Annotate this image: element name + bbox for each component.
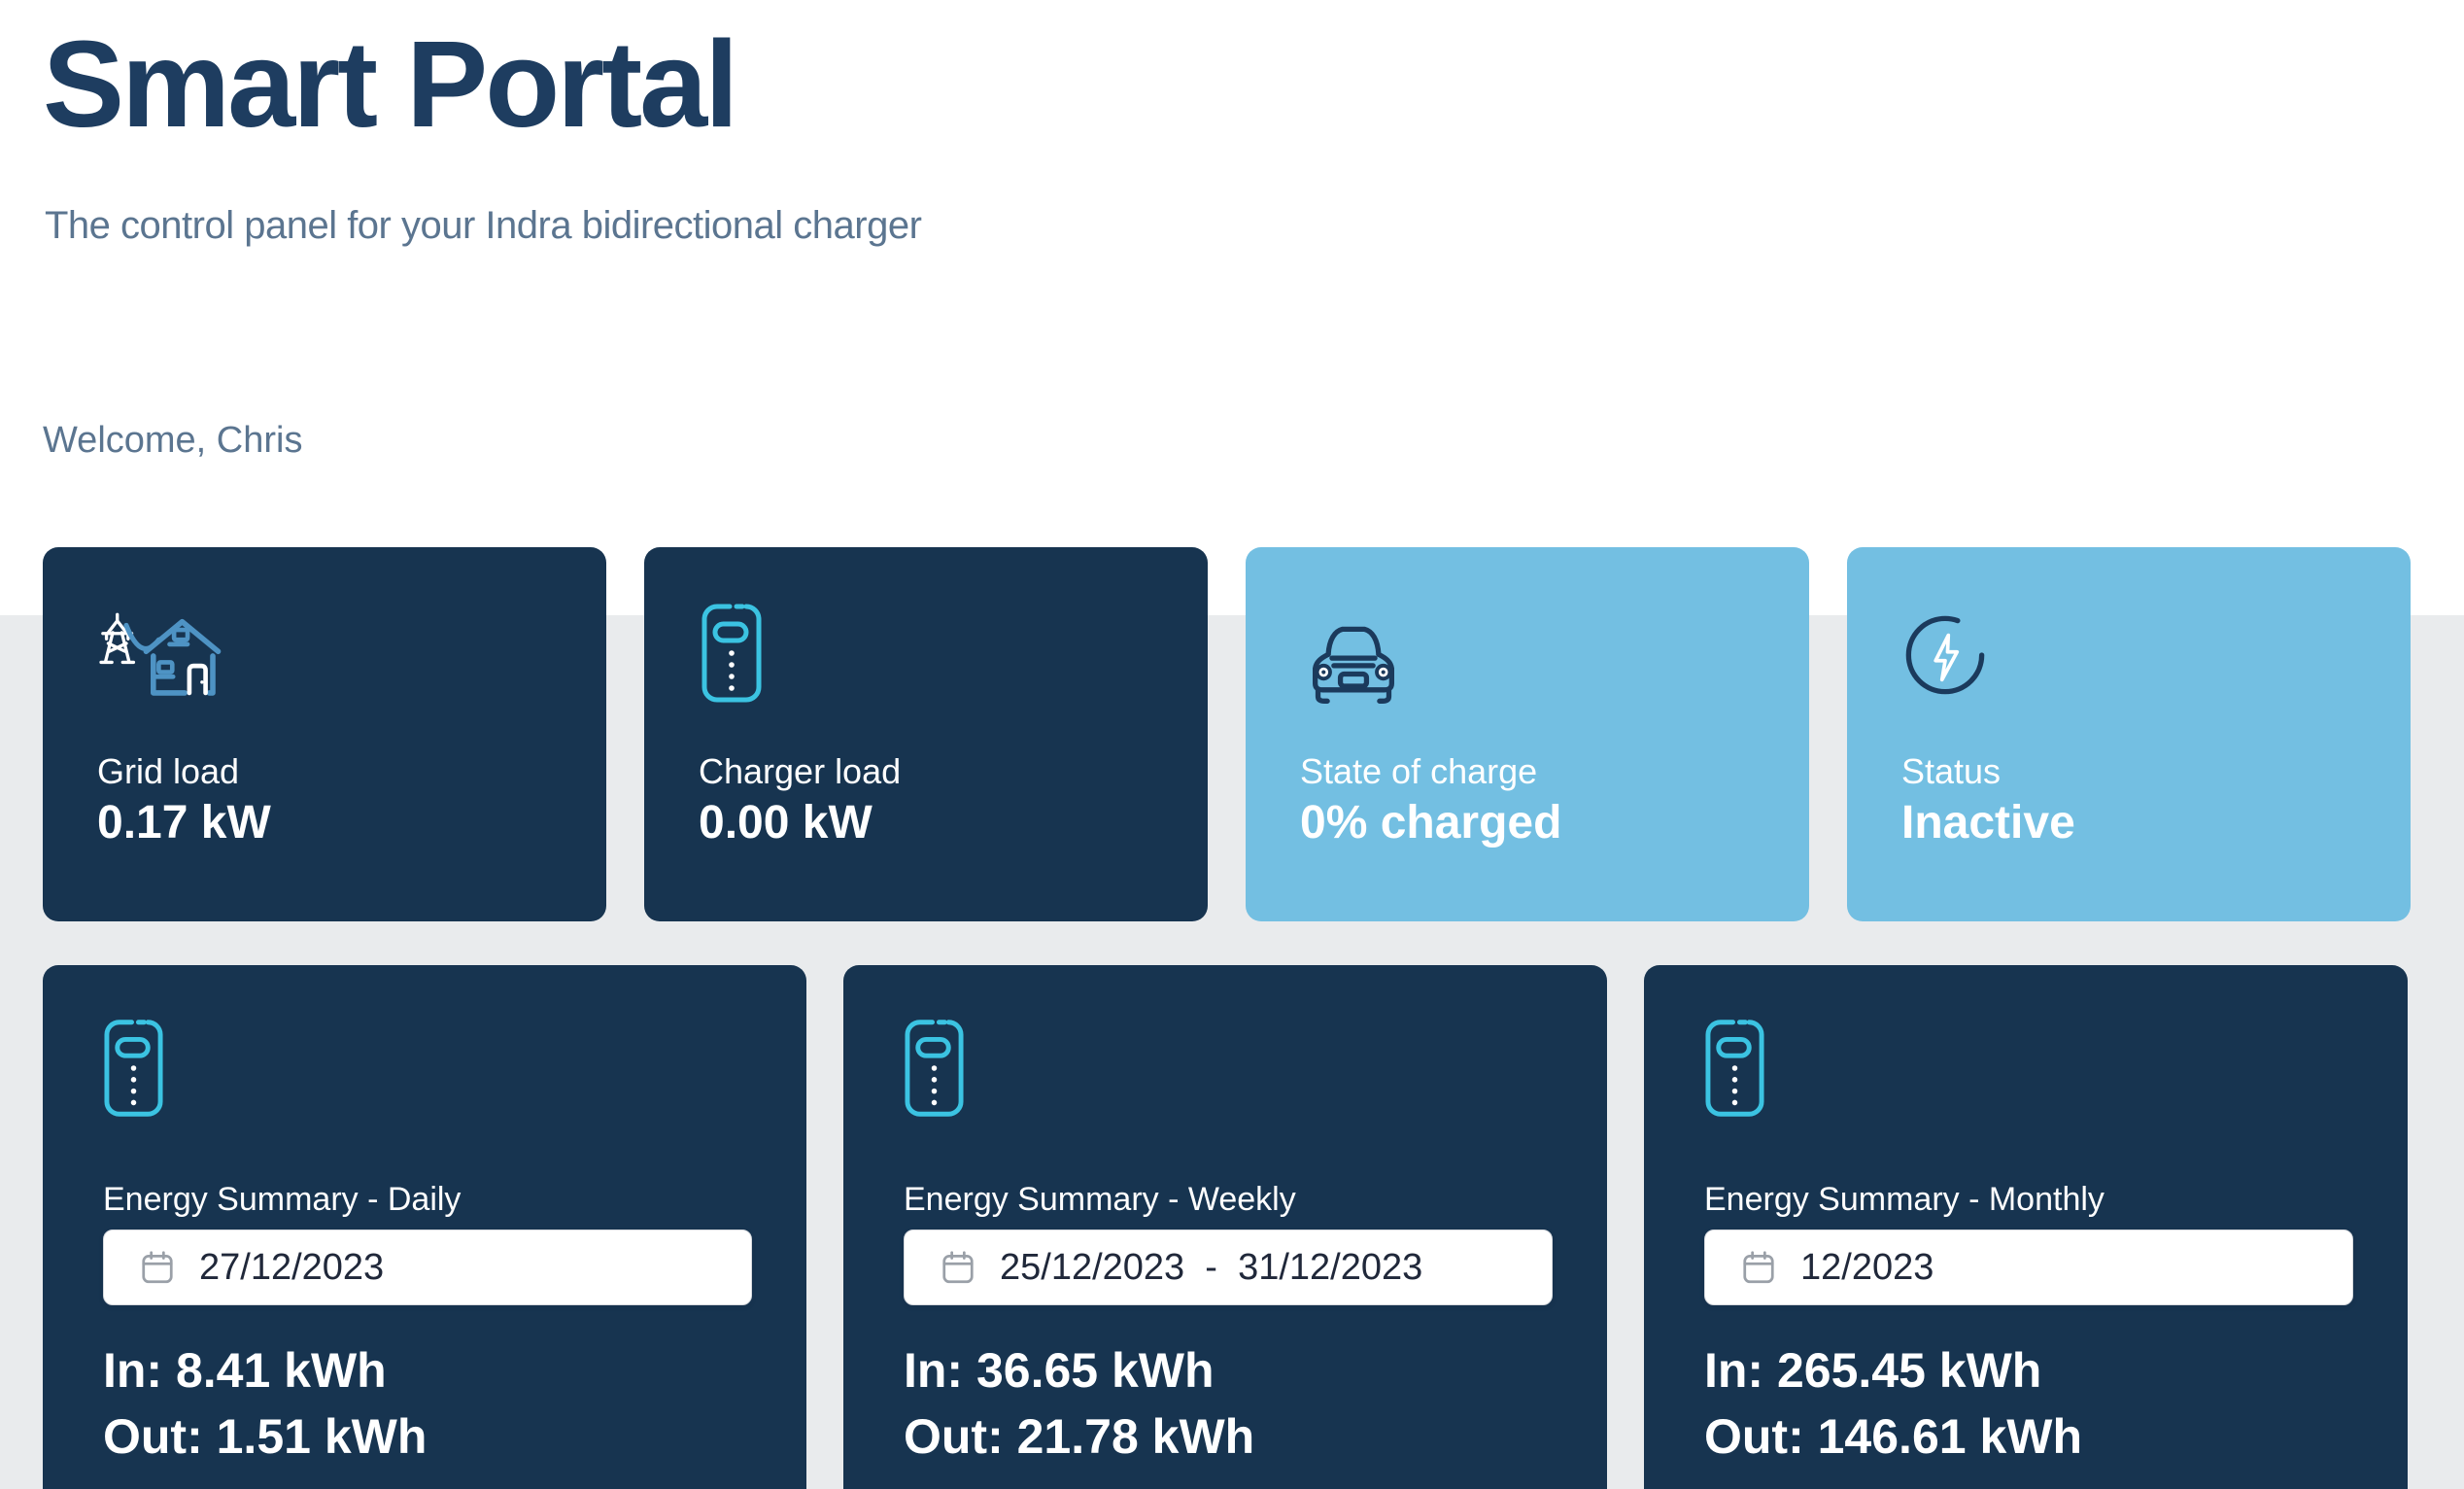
- summary-card-weekly: Energy Summary - Weekly 25/12/2023 - 31/…: [843, 965, 1607, 1489]
- stat-label: Charger load: [699, 751, 902, 791]
- stat-card-state-of-charge: State of charge 0% charged: [1246, 547, 1809, 921]
- energy-in: In: 265.45 kWh: [1704, 1343, 2042, 1398]
- grid-house-icon: [99, 612, 222, 696]
- energy-out: Out: 21.78 kWh: [904, 1409, 1255, 1464]
- calendar-icon: [139, 1249, 176, 1286]
- stat-value: 0.17 kW: [97, 797, 271, 848]
- energy-in: In: 8.41 kWh: [103, 1343, 387, 1398]
- date-value: 12/2023: [1800, 1246, 1934, 1288]
- stat-label: State of charge: [1300, 751, 1538, 791]
- stat-value: 0% charged: [1300, 797, 1562, 848]
- stat-label: Status: [1901, 751, 2002, 791]
- stat-value: 0.00 kW: [699, 797, 873, 848]
- calendar-icon: [940, 1249, 976, 1286]
- summary-card-daily: Energy Summary - Daily 27/12/2023 In: 8.…: [43, 965, 806, 1489]
- stat-card-status: Status Inactive: [1847, 547, 2411, 921]
- date-value: 27/12/2023: [199, 1246, 385, 1288]
- stat-value: Inactive: [1901, 797, 2075, 848]
- charger-icon: [904, 1018, 965, 1119]
- energy-out: Out: 146.61 kWh: [1704, 1409, 2082, 1464]
- car-icon: [1313, 626, 1395, 704]
- charger-icon: [103, 1018, 164, 1119]
- page-subtitle: The control panel for your Indra bidirec…: [45, 204, 922, 247]
- summary-title: Energy Summary - Weekly: [904, 1181, 1296, 1218]
- energy-out: Out: 1.51 kWh: [103, 1409, 428, 1464]
- summary-title: Energy Summary - Daily: [103, 1181, 462, 1218]
- stats-row: Grid load 0.17 kW Charger load 0.00 kW: [43, 547, 2411, 921]
- summary-card-monthly: Energy Summary - Monthly 12/2023 In: 265…: [1644, 965, 2408, 1489]
- charger-icon: [701, 602, 763, 705]
- summary-row: Energy Summary - Daily 27/12/2023 In: 8.…: [43, 965, 2408, 1489]
- stat-card-charger-load: Charger load 0.00 kW: [644, 547, 1208, 921]
- power-icon: [1905, 615, 1985, 695]
- summary-title: Energy Summary - Monthly: [1704, 1181, 2105, 1218]
- energy-in: In: 36.65 kWh: [904, 1343, 1215, 1398]
- date-range-input[interactable]: 25/12/2023 - 31/12/2023: [904, 1229, 1553, 1305]
- charger-icon: [1704, 1018, 1765, 1119]
- calendar-icon: [1740, 1249, 1777, 1286]
- stat-card-grid-load: Grid load 0.17 kW: [43, 547, 606, 921]
- welcome-text: Welcome, Chris: [43, 420, 303, 461]
- month-input[interactable]: 12/2023: [1704, 1229, 2353, 1305]
- page-title: Smart Portal: [43, 16, 738, 153]
- date-value: 25/12/2023 - 31/12/2023: [1000, 1246, 1423, 1288]
- stat-label: Grid load: [97, 751, 240, 791]
- date-input[interactable]: 27/12/2023: [103, 1229, 752, 1305]
